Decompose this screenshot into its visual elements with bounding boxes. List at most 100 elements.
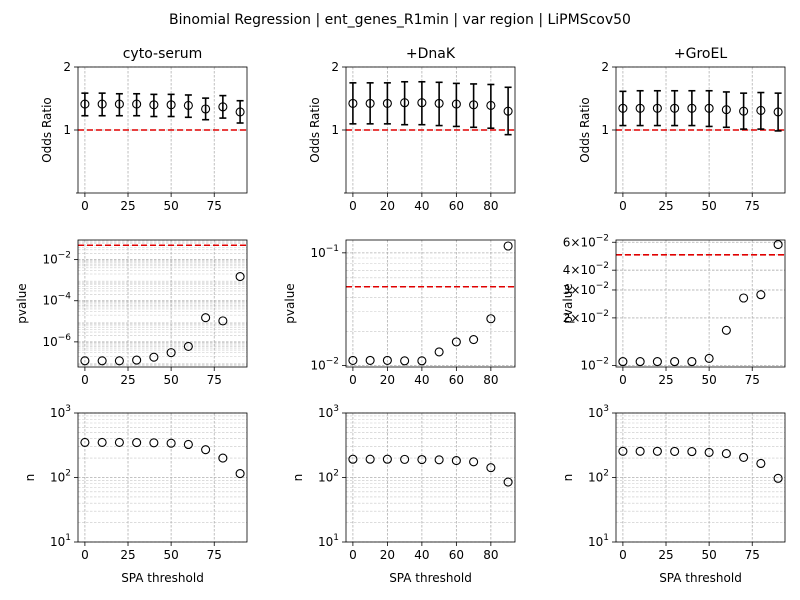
tick-base: 10 (580, 263, 595, 277)
x-tick-label: 50 (163, 548, 178, 562)
data-point (687, 447, 697, 457)
data-point (618, 103, 628, 113)
y-tick-label: 103 (318, 404, 339, 420)
data-point (434, 347, 444, 357)
tick-mantissa: 3× (563, 283, 581, 297)
data-point (80, 437, 90, 447)
data-point (687, 357, 697, 367)
y-tick-label: 10−2 (310, 357, 339, 373)
y-axis-label: Odds Ratio (40, 97, 54, 163)
data-point (132, 355, 142, 365)
data-point (235, 469, 245, 479)
x-tick-label: 75 (207, 373, 222, 387)
data-point (670, 446, 680, 456)
tick-base: 10 (42, 335, 57, 349)
data-point (114, 356, 124, 366)
data-point (451, 99, 461, 109)
data-point (469, 334, 479, 345)
data-point (132, 99, 142, 109)
data-point (201, 104, 211, 114)
tick-exponent: −2 (596, 309, 609, 319)
data-point (80, 356, 90, 366)
x-tick-label: 75 (207, 548, 222, 562)
x-tick-label: 25 (658, 373, 673, 387)
data-point (183, 439, 193, 450)
y-tick-label: 10−2 (580, 357, 609, 373)
data-point (201, 313, 211, 323)
data-point (417, 356, 427, 366)
data-point (652, 103, 662, 113)
tick-base: 10 (42, 253, 57, 267)
tick-base: 10 (580, 311, 595, 325)
data-point (183, 341, 193, 351)
x-tick-label: 50 (701, 199, 716, 213)
data-point (756, 290, 766, 300)
data-point (739, 106, 749, 116)
tick-base: 10 (580, 235, 595, 249)
x-tick-label: 20 (380, 373, 395, 387)
data-point (773, 473, 783, 483)
tick-base: 10 (318, 535, 333, 549)
data-point (503, 241, 513, 251)
data-point (739, 452, 749, 462)
x-tick-label: 0 (619, 373, 627, 387)
data-point (652, 357, 662, 367)
data-point (670, 357, 680, 367)
tick-exponent: 2 (65, 469, 71, 479)
x-tick-label: 20 (380, 199, 395, 213)
tick-base: 10 (588, 535, 603, 549)
x-tick-label: 50 (701, 548, 716, 562)
y-axis-label: n (291, 474, 305, 482)
data-point (218, 453, 228, 463)
data-point (721, 449, 731, 459)
data-point (687, 103, 697, 113)
data-point (97, 437, 107, 447)
x-tick-label: 60 (449, 373, 464, 387)
y-tick-label: 103 (588, 404, 609, 420)
panel-odds_ratio: 1 2 0 25 50 75 Odds Ratio (578, 60, 786, 213)
data-point (503, 477, 513, 487)
y-tick-label: 3×10−2 (563, 281, 609, 297)
data-point (670, 103, 680, 113)
tick-exponent: 3 (333, 404, 339, 414)
axes-frame (77, 239, 248, 368)
y-axis-label: pvalue (283, 283, 297, 323)
panel-odds_ratio: 1 2 0 25 50 75 Odds Ratio (40, 60, 248, 213)
x-tick-label: 75 (745, 199, 760, 213)
x-tick-label: 75 (745, 373, 760, 387)
data-point (114, 437, 124, 447)
tick-mantissa: 4× (563, 263, 581, 277)
x-tick-label: 40 (414, 373, 429, 387)
tick-exponent: 1 (603, 533, 609, 543)
x-tick-label: 75 (745, 548, 760, 562)
y-tick-label: 2 (601, 60, 609, 74)
data-point (400, 356, 410, 366)
tick-base: 10 (318, 406, 333, 420)
data-point (652, 446, 662, 456)
x-tick-label: 20 (380, 548, 395, 562)
x-tick-label: 25 (658, 199, 673, 213)
data-point (166, 348, 176, 358)
tick-exponent: 3 (65, 404, 71, 414)
x-axis-label: SPA threshold (121, 571, 204, 585)
data-point (486, 314, 496, 324)
tick-base: 10 (580, 359, 595, 373)
data-point (721, 105, 731, 115)
data-point (756, 105, 766, 115)
data-point (704, 353, 714, 363)
x-tick-label: 0 (349, 373, 357, 387)
tick-base: 10 (318, 471, 333, 485)
y-tick-label: 1 (331, 123, 339, 137)
y-tick-label: 4×10−2 (563, 261, 609, 277)
data-point (486, 463, 496, 473)
axes-frame (615, 239, 786, 368)
x-axis-label: SPA threshold (659, 571, 742, 585)
data-point (132, 438, 142, 448)
y-tick-label: 101 (50, 533, 71, 549)
data-point (382, 98, 392, 108)
data-point (97, 99, 107, 109)
y-tick-label: 1 (63, 123, 71, 137)
figure-suptitle: Binomial Regression | ent_genes_R1min | … (169, 12, 631, 28)
x-tick-label: 0 (619, 548, 627, 562)
